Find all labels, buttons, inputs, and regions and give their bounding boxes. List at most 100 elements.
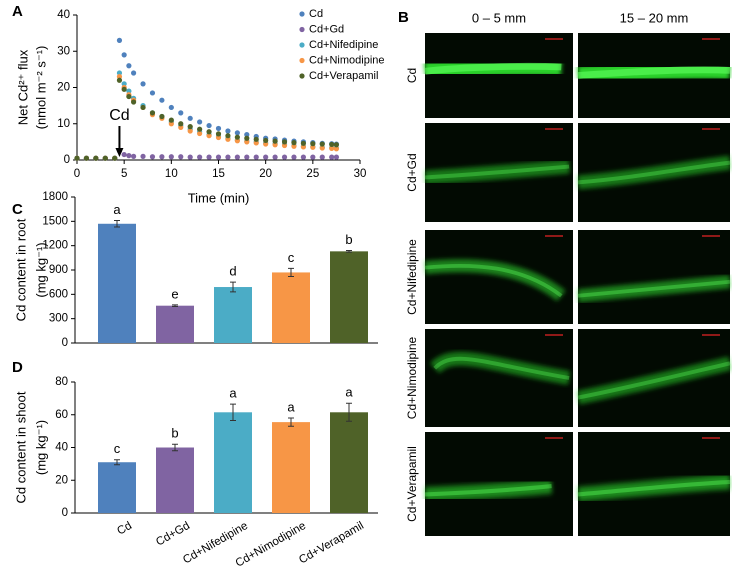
data-point: [281, 142, 288, 149]
legend-label: Cd+Nifedipine: [309, 39, 378, 51]
root-image: [424, 159, 570, 185]
data-point: [121, 86, 127, 92]
root-glow: [429, 351, 571, 385]
data-point: [291, 154, 297, 160]
data-point: [159, 97, 165, 103]
root-image: [577, 155, 731, 190]
data-point: [333, 146, 340, 152]
data-point: [187, 115, 193, 121]
y-tick-label: 10: [57, 118, 70, 130]
y-tick-label: 40: [57, 9, 70, 21]
panel-label: C: [12, 201, 23, 218]
data-point: [234, 138, 240, 144]
data-point: [126, 153, 132, 159]
root-glow: [424, 478, 553, 502]
y-tick-label: 60: [55, 409, 68, 421]
data-point: [310, 144, 316, 150]
significance-letter: a: [229, 386, 237, 401]
data-point: [291, 143, 297, 149]
data-point: [253, 154, 259, 160]
error-bar: [346, 402, 352, 422]
significance-letter: e: [171, 286, 178, 301]
data-point: [102, 155, 108, 161]
root-image: [577, 474, 731, 502]
x-tick-label: 30: [354, 168, 367, 180]
y-tick-label: 0: [64, 154, 70, 166]
significance-letter: b: [345, 232, 352, 247]
legend-marker: [299, 11, 305, 17]
data-point: [121, 151, 127, 158]
bar: [272, 272, 310, 343]
legend-marker: [299, 42, 305, 48]
data-point: [116, 37, 123, 43]
data-point: [149, 110, 156, 116]
bar: [156, 305, 194, 343]
significance-letter: c: [114, 441, 121, 456]
bar: [156, 447, 194, 513]
data-point: [319, 154, 325, 160]
data-point: [126, 88, 132, 94]
data-point: [244, 154, 250, 160]
data-point: [263, 141, 269, 147]
root-core: [577, 479, 731, 497]
data-point: [319, 145, 325, 151]
data-point: [310, 154, 316, 160]
y-tick-label: 600: [49, 288, 68, 300]
data-point: [215, 154, 222, 160]
data-point: [83, 155, 90, 161]
data-point: [149, 154, 156, 160]
significance-letter: d: [229, 264, 236, 279]
x-tick-label: Cd: [115, 520, 134, 538]
data-point: [300, 140, 306, 146]
data-point: [131, 70, 137, 76]
legend-marker: [299, 57, 305, 64]
data-point: [234, 154, 240, 160]
y-tick-label: 30: [57, 45, 70, 57]
data-point: [225, 154, 231, 160]
data-point: [187, 124, 193, 130]
root-core: [424, 62, 562, 75]
x-tick-label: Cd+Verapamil: [297, 520, 366, 567]
data-point: [234, 134, 240, 140]
error-bar: [288, 417, 294, 427]
data-point: [244, 132, 250, 138]
bar: [330, 412, 368, 513]
root-glow: [424, 259, 566, 302]
error-bar: [114, 459, 120, 466]
data-point: [168, 117, 174, 123]
data-point: [272, 154, 278, 160]
bar: [98, 462, 136, 513]
data-point: [329, 141, 335, 148]
legend-label: Cd: [309, 8, 323, 20]
data-point: [197, 154, 203, 160]
column-header: 15 – 20 mm: [620, 10, 689, 25]
micrograph: [425, 230, 573, 324]
root-core: [577, 160, 731, 185]
x-tick-label: 0: [74, 168, 80, 180]
data-point: [159, 113, 165, 120]
bar: [330, 251, 368, 343]
error-bar: [172, 304, 178, 307]
root-glow: [576, 356, 732, 405]
data-point: [253, 140, 259, 146]
data-point: [333, 142, 340, 148]
row-label: Cd: [405, 68, 419, 83]
x-tick-label: Cd+Gd: [154, 520, 192, 549]
error-bar: [230, 281, 236, 293]
y-tick-label: 1200: [42, 240, 68, 252]
error-bar: [346, 250, 352, 253]
root-image: [423, 56, 562, 81]
legend-label: Cd+Nimodipine: [309, 54, 385, 66]
error-bar: [230, 403, 236, 421]
panel-label: A: [12, 3, 23, 20]
root-image: [424, 259, 566, 302]
data-point: [263, 154, 269, 160]
root-image: [576, 356, 732, 405]
data-point: [281, 139, 288, 145]
data-point: [272, 138, 278, 144]
data-point: [253, 136, 259, 142]
data-point: [206, 129, 212, 135]
root-core: [577, 66, 731, 79]
